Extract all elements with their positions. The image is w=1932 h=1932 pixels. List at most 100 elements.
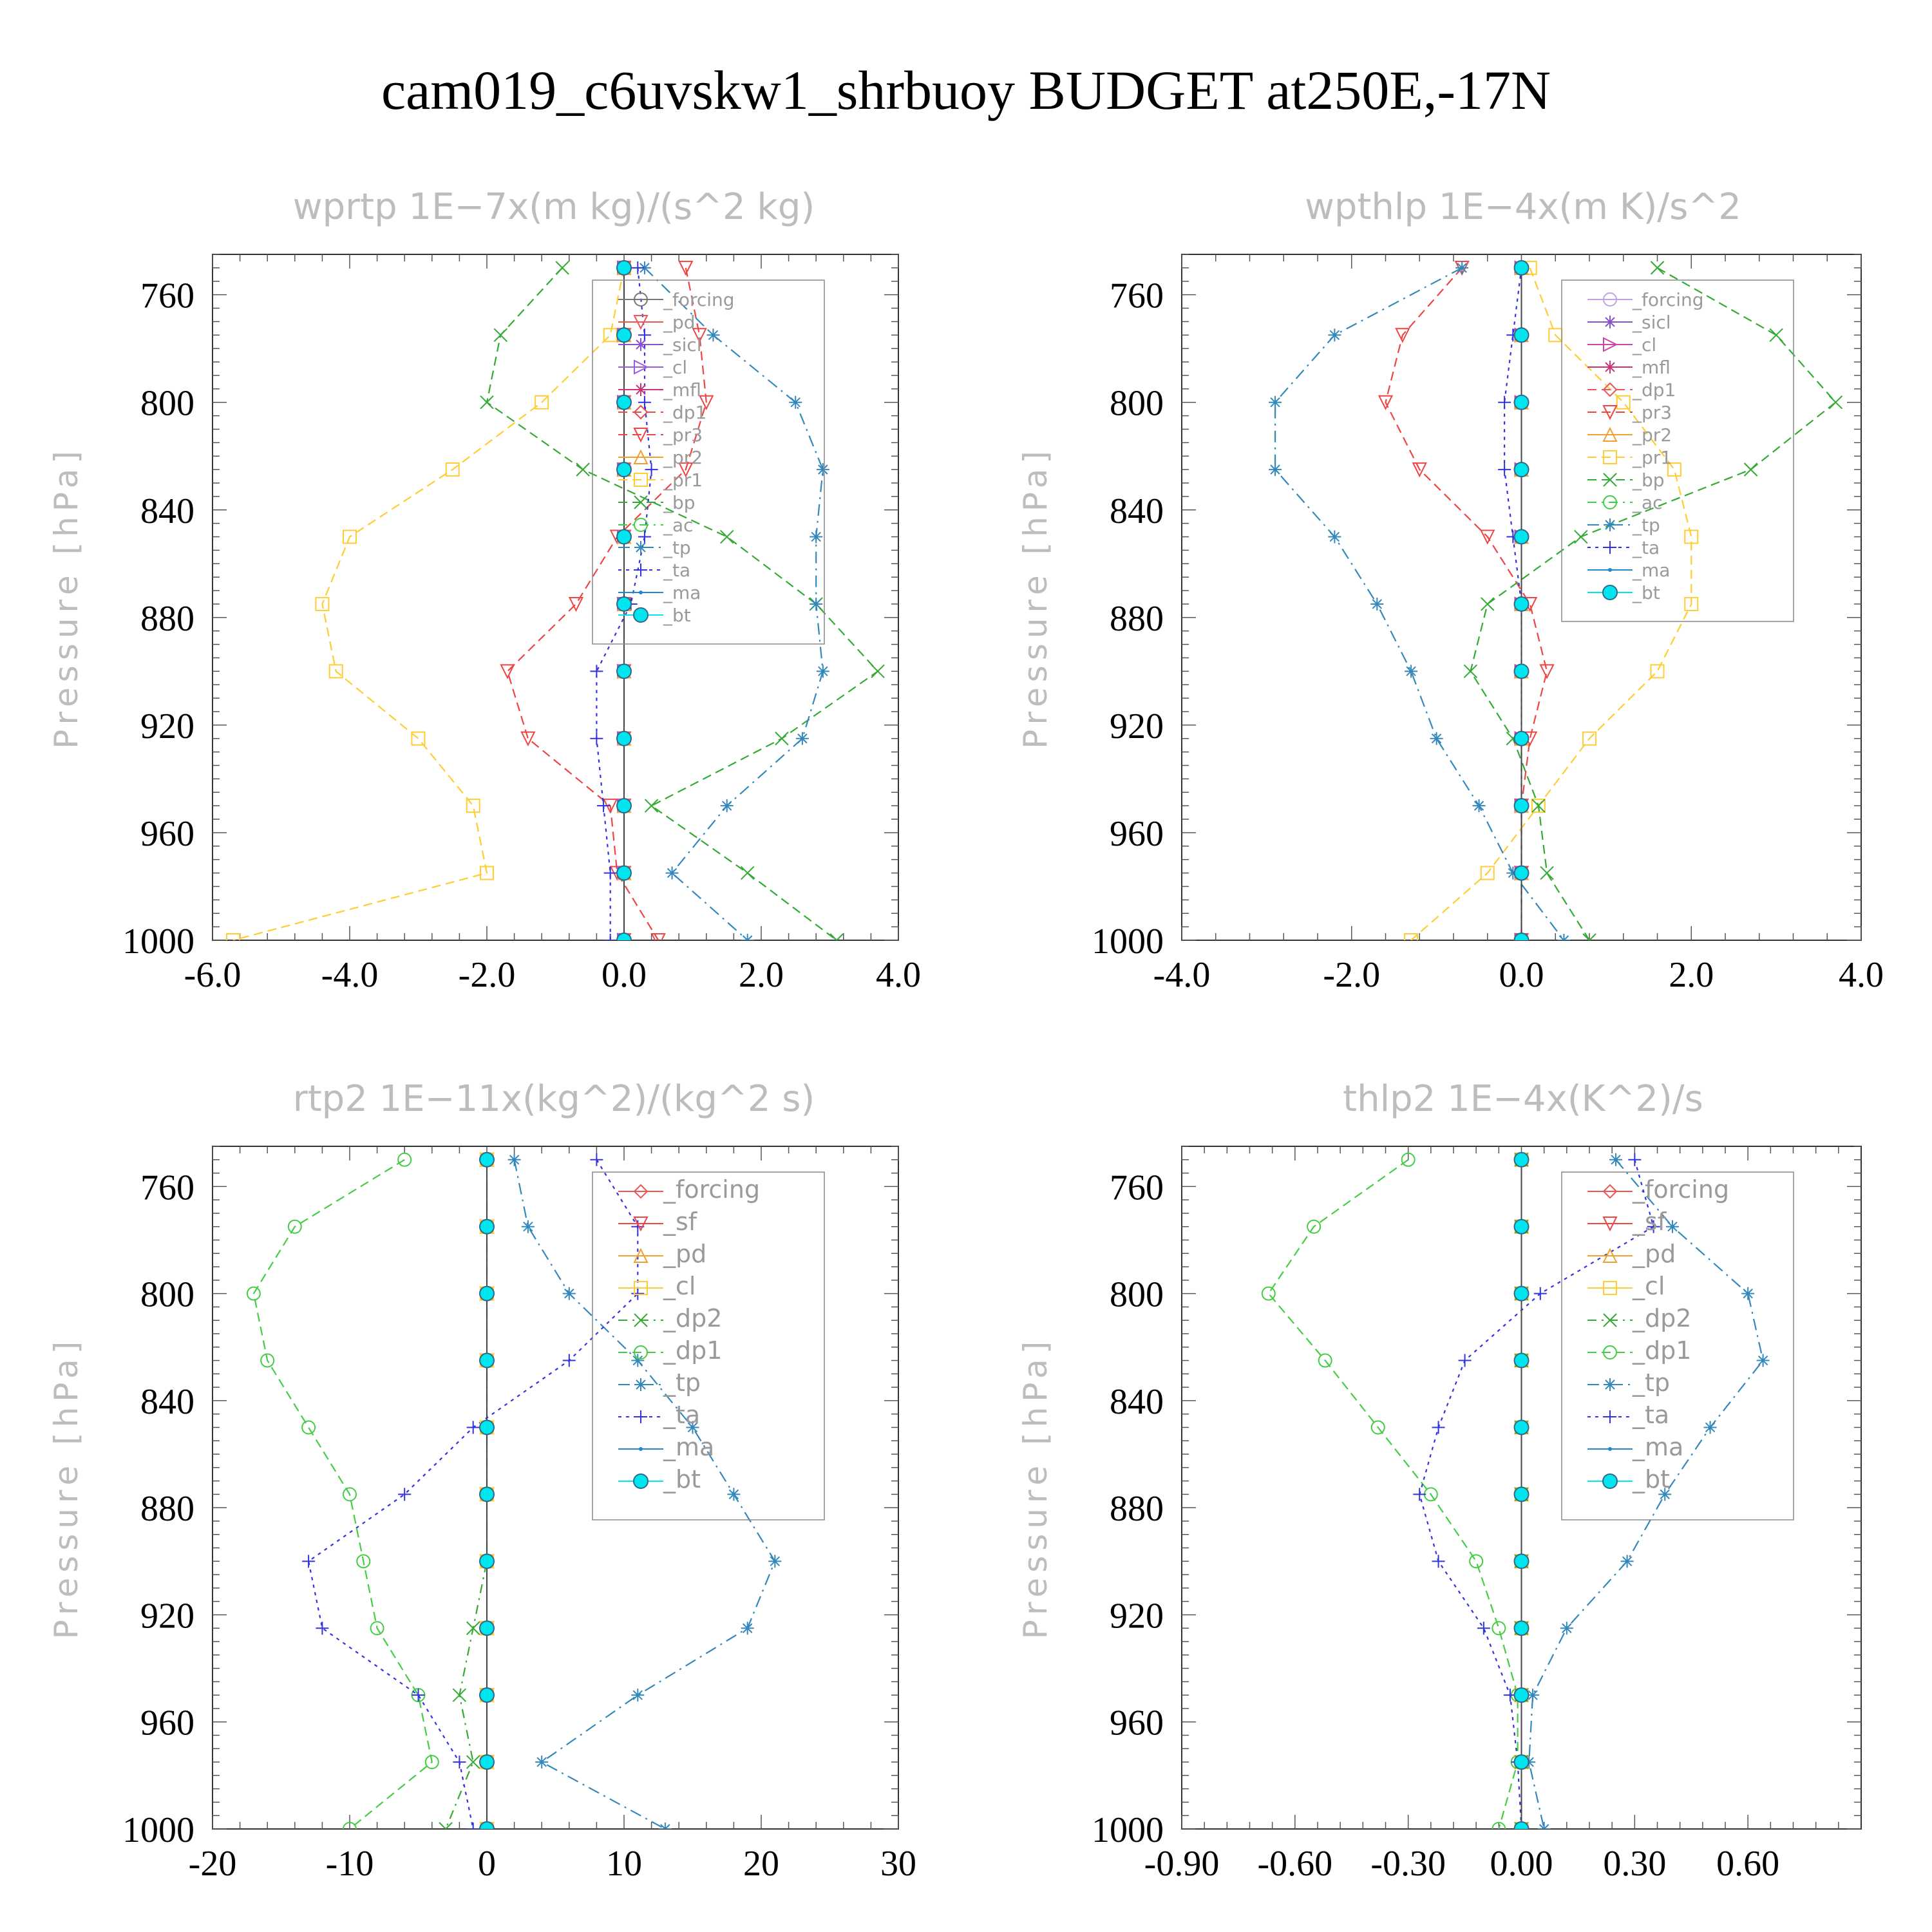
legend-label-bp: _bp [1632,469,1665,491]
data-point-tp [686,1421,699,1434]
legend-label-forcing: _forcing [663,289,735,310]
legend-label-bt: _bt [663,605,691,626]
legend-label-dp1: _dp1 [1632,1336,1691,1365]
legend-label-tp: _tp [1632,1368,1670,1397]
data-point-bt [616,327,632,343]
legend-label-ta: _ta [663,1401,700,1429]
y-axis-label: Pressure [hPa] [48,446,85,749]
legend-box [592,279,825,645]
legend-marker [634,1345,648,1359]
data-point-ta [603,934,617,940]
data-point-pr1 [1582,731,1596,746]
data-point-bp [1531,799,1546,813]
data-point-tp [631,1689,645,1702]
legend-label-sicl: _sicl [663,334,702,355]
data-point-pr1 [1531,799,1546,813]
data-point-bt [1513,1285,1530,1302]
data-point-bp [493,328,508,343]
legend-marker [1602,1184,1618,1199]
data-point-tp [706,328,720,342]
legend-marker [1604,541,1616,554]
data-point-bt [479,1419,495,1435]
data-point-bt [1513,260,1530,276]
data-point-tp [665,866,679,880]
y-tick-label: 960 [140,814,194,854]
x-tick-label: 0.0 [601,955,647,995]
data-point-bt [1513,1620,1530,1636]
legend-label-forcing: _forcing [1632,289,1704,310]
data-point-bt [479,1486,495,1502]
data-point-ta [1533,1287,1547,1300]
legend-label-bp: _bp [663,492,696,513]
x-tick-label: 4.0 [1839,955,1884,995]
y-tick-label: 800 [140,384,194,424]
data-point-tp [816,665,829,678]
data-point-bt [616,529,632,545]
data-point-pr1 [535,395,549,410]
data-point-tp [1560,1622,1573,1635]
data-point-tp [1537,1823,1551,1829]
data-point-dp2 [439,1822,453,1829]
plot-frame [212,1146,899,1830]
data-point-ta [1498,463,1511,477]
y-tick-label: 800 [140,1275,194,1315]
data-point-bt [1513,529,1530,545]
data-point-ta [638,328,651,342]
data-point-dp2 [466,1755,480,1769]
legend-marker [1603,1345,1617,1359]
data-point-bt [1513,327,1530,343]
data-point-pr3 [678,260,694,276]
data-point-tp [789,395,802,409]
legend-label-mfl: _mfl [1632,357,1671,378]
legend-marker [1603,473,1617,487]
legend-label-ma: _ma [1632,1433,1683,1461]
y-tick-label: 880 [140,599,194,639]
legend-label-pr2: _pr2 [663,447,703,468]
legend-marker [1603,292,1617,307]
data-point-ta [562,1354,576,1367]
chart-panel-2: wpthlp 1E−4x(m K)/s^2 760 800 840 880 920 960 1… [1017,186,1884,995]
x-tick-label: -2.0 [459,955,516,995]
data-point-pr1 [315,596,330,611]
y-tick-label: 800 [1110,1275,1164,1315]
data-point-dp1 [287,1219,302,1234]
data-point-bt [616,596,632,612]
data-point-tp [1405,665,1418,678]
legend-label-sf: _sf [663,1208,698,1236]
data-point-ta [466,1823,480,1829]
data-point-bt [479,1553,495,1569]
legend-marker [1604,518,1616,531]
data-point-tp [1703,1421,1717,1434]
series-line-ta [307,1159,639,1829]
data-point-dp1 [343,1487,357,1502]
legend-marker [634,383,647,396]
legend-label-mfl: _mfl [663,379,701,401]
legend-marker [634,292,648,307]
data-point-tp [535,1756,549,1769]
chart-title: rtp2 1E−11x(kg^2)/(kg^2 s) [293,1078,815,1120]
data-point-dp1 [1492,1621,1506,1636]
y-tick-label: 880 [1110,599,1164,639]
legend-marker [633,1247,649,1263]
data-point-tp [810,597,823,611]
y-tick-label: 1000 [1092,922,1164,961]
data-point-dp1 [1469,1554,1484,1569]
data-point-bt [616,462,632,478]
x-tick-label: -4.0 [1153,955,1211,995]
series-line-pr3 [506,267,707,940]
data-point-bt [1513,1151,1530,1168]
y-tick-label: 840 [1110,1382,1164,1422]
data-point-dp1 [424,1755,439,1770]
data-point-tp [1665,1220,1679,1233]
data-point-tp [1526,1689,1540,1702]
data-point-tp [1430,732,1443,745]
legend-marker [1603,1281,1617,1295]
chart-panel-1: wprtp 1E−7x(m kg)/(s^2 kg) 760 800 840 880 92… [48,186,921,995]
data-point-bt [1513,663,1530,679]
data-point-tp [795,732,809,745]
legend-label-cl: _cl [663,1272,696,1300]
legend-label-pr2: _pr2 [1632,424,1672,446]
data-point-ta [638,395,651,409]
y-tick-label: 840 [140,491,194,531]
